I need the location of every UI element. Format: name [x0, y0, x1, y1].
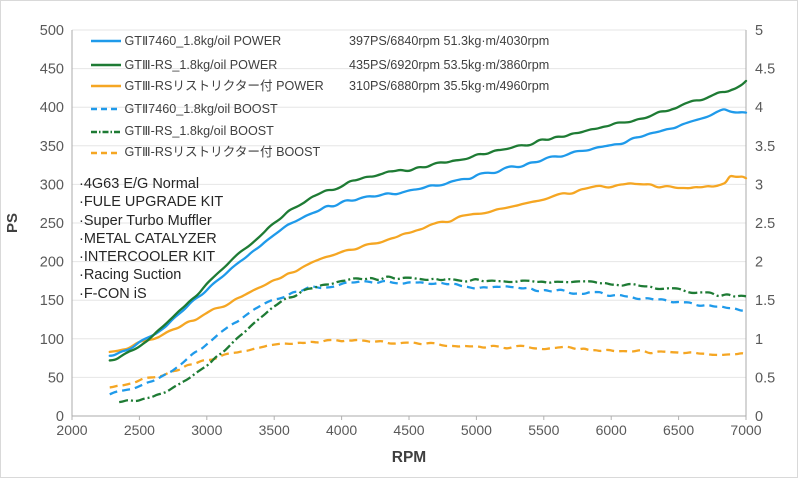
svg-text:2.5: 2.5	[755, 216, 775, 232]
svg-text:2500: 2500	[124, 422, 155, 438]
svg-text:7000: 7000	[730, 422, 761, 438]
svg-text:450: 450	[40, 62, 64, 78]
svg-text:5000: 5000	[461, 422, 492, 438]
svg-text:5500: 5500	[528, 422, 559, 438]
svg-text:100: 100	[40, 332, 64, 348]
svg-text:3500: 3500	[259, 422, 290, 438]
svg-text:6500: 6500	[663, 422, 694, 438]
svg-text:4500: 4500	[393, 422, 424, 438]
svg-text:3.5: 3.5	[755, 139, 775, 155]
svg-text:300: 300	[40, 177, 64, 193]
svg-text:500: 500	[40, 23, 64, 39]
svg-text:5: 5	[755, 23, 763, 39]
svg-text:6000: 6000	[596, 422, 627, 438]
svg-text:200: 200	[40, 255, 64, 271]
svg-text:2: 2	[755, 255, 763, 271]
svg-text:4: 4	[755, 100, 763, 116]
svg-text:RPM: RPM	[392, 449, 426, 466]
svg-text:2000: 2000	[56, 422, 87, 438]
svg-text:1: 1	[755, 332, 763, 348]
svg-text:4000: 4000	[326, 422, 357, 438]
svg-text:250: 250	[40, 216, 64, 232]
svg-text:1.5: 1.5	[755, 293, 775, 309]
svg-text:50: 50	[48, 370, 64, 386]
svg-text:4.5: 4.5	[755, 62, 775, 78]
svg-text:350: 350	[40, 139, 64, 155]
svg-text:3000: 3000	[191, 422, 222, 438]
svg-text:0.5: 0.5	[755, 370, 775, 386]
svg-text:400: 400	[40, 100, 64, 116]
svg-text:PS: PS	[4, 213, 21, 233]
svg-text:150: 150	[40, 293, 64, 309]
svg-text:3: 3	[755, 177, 763, 193]
